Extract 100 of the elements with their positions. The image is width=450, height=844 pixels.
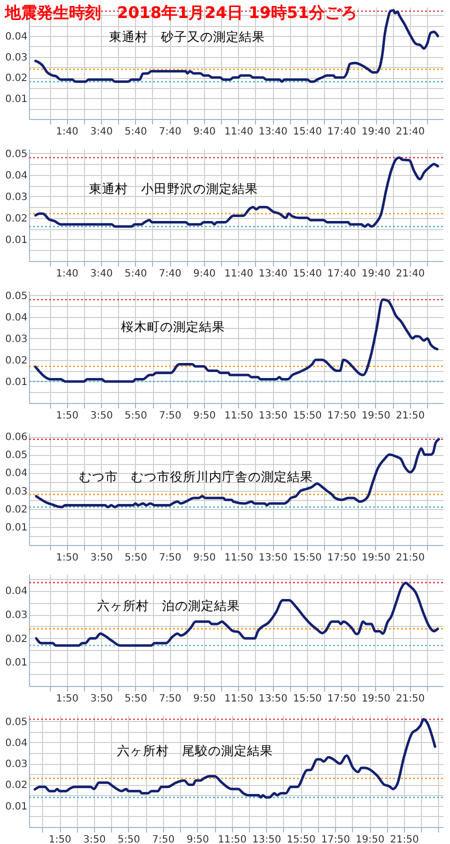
y-tick-label: 0.01	[5, 522, 28, 534]
x-tick-label: 3:50	[90, 694, 113, 704]
annotation: むつ市 むつ市役所川内庁舎の測定結果	[79, 469, 313, 484]
x-tick-label: 11:40	[224, 126, 254, 138]
x-tick-label: 19:50	[362, 410, 390, 422]
x-tick-label: 15:50	[292, 694, 322, 704]
x-tick-label: 3:40	[90, 126, 113, 138]
x-tick-label: 11:50	[218, 834, 247, 844]
y-tick-label: 0.02	[5, 355, 28, 366]
x-tick-label: 21:40	[396, 268, 425, 280]
x-tick-label: 5:50	[124, 552, 148, 564]
x-tick-label: 13:50	[258, 410, 288, 422]
x-tick-label: 17:40	[327, 126, 356, 138]
y-tick-label: 0.03	[5, 52, 28, 64]
x-tick-label: 13:40	[258, 268, 288, 280]
x-tick-label: 9:50	[186, 834, 210, 844]
annotation: 六ヶ所村 泊の測定結果	[97, 598, 240, 613]
y-tick-label: 0.04	[5, 468, 28, 480]
x-tick-label: 17:50	[321, 834, 350, 844]
x-tick-label: 5:50	[118, 834, 140, 844]
line-series	[34, 582, 439, 647]
y-tick-label: 0.04	[5, 738, 28, 749]
y-tick-label: 0.05	[5, 716, 28, 728]
y-tick-label: 0.05	[5, 450, 28, 462]
x-tick-label: 13:40	[258, 126, 288, 138]
x-tick-label: 11:50	[224, 552, 254, 564]
line-series	[34, 156, 440, 228]
x-tick-label: 21:50	[390, 834, 419, 844]
x-tick-label: 9:50	[193, 552, 216, 564]
x-tick-label: 17:50	[327, 410, 356, 422]
x-tick-label: 19:50	[356, 834, 384, 844]
y-tick-label: 0.02	[5, 213, 28, 224]
x-tick-label: 11:50	[224, 410, 254, 422]
x-tick-label: 13:50	[252, 834, 282, 844]
y-tick-label: 0.02	[5, 634, 28, 645]
x-tick-label: 11:50	[224, 694, 254, 704]
x-tick-label: 3:50	[90, 552, 113, 564]
x-tick-label: 9:40	[193, 268, 216, 280]
x-tick-label: 15:50	[292, 552, 322, 564]
x-tick-label: 1:40	[56, 268, 78, 280]
x-tick-label: 1:50	[48, 834, 72, 844]
x-tick-label: 19:50	[362, 552, 390, 564]
y-tick-label: 0.05	[5, 148, 28, 160]
y-tick-label: 0.05	[5, 290, 28, 302]
x-tick-label: 1:50	[56, 410, 79, 422]
x-tick-label: 5:50	[124, 410, 148, 422]
annotation: 桜木町の測定結果	[121, 319, 225, 334]
x-tick-label: 7:40	[158, 126, 182, 138]
x-tick-label: 3:50	[83, 834, 106, 844]
y-tick-label: 0.03	[5, 610, 28, 622]
y-tick-label: 0.03	[5, 334, 28, 345]
x-tick-label: 9:50	[193, 694, 216, 704]
x-tick-label: 11:40	[224, 268, 254, 280]
x-tick-label: 9:40	[193, 126, 216, 138]
y-tick-label: 0.01	[5, 658, 28, 669]
x-tick-label: 7:50	[158, 694, 182, 704]
x-tick-label: 15:40	[292, 268, 322, 280]
y-tick-label: 0.03	[5, 192, 28, 203]
x-tick-label: 1:50	[56, 552, 79, 564]
x-tick-label: 15:40	[292, 126, 322, 138]
y-tick-label: 0.03	[5, 486, 28, 498]
y-tick-label: 0.02	[5, 73, 28, 84]
chart-title: 地震発生時刻 2018年1月24日 19時51分ごろ	[4, 3, 358, 22]
x-tick-label: 15:50	[292, 410, 322, 422]
x-tick-label: 15:50	[286, 834, 316, 844]
x-tick-label: 7:50	[158, 410, 182, 422]
x-tick-label: 19:40	[362, 126, 390, 138]
x-tick-label: 17:40	[327, 268, 356, 280]
x-tick-label: 3:40	[90, 268, 113, 280]
line-series	[34, 438, 440, 508]
y-tick-label: 0.06	[5, 432, 28, 444]
x-tick-label: 21:50	[396, 552, 425, 564]
x-tick-label: 21:40	[396, 126, 425, 138]
x-tick-label: 3:50	[90, 410, 113, 422]
x-tick-label: 1:40	[56, 126, 78, 138]
y-tick-label: 0.02	[5, 780, 28, 792]
y-tick-label: 0.01	[5, 376, 28, 388]
y-tick-label: 0.04	[5, 170, 28, 182]
x-tick-label: 21:50	[396, 694, 425, 704]
y-tick-label: 0.04	[5, 312, 28, 324]
x-tick-label: 9:50	[193, 410, 216, 422]
x-tick-label: 13:50	[258, 552, 288, 564]
x-tick-label: 5:50	[124, 694, 148, 704]
y-tick-label: 0.01	[5, 234, 28, 246]
line-series	[34, 298, 438, 383]
x-tick-label: 7:50	[152, 834, 175, 844]
x-tick-label: 19:50	[362, 694, 390, 704]
y-tick-label: 0.03	[5, 759, 28, 770]
annotation: 六ヶ所村 尾駮の測定結果	[117, 743, 273, 758]
x-tick-label: 13:50	[258, 694, 288, 704]
y-tick-label: 0.01	[5, 801, 28, 812]
x-tick-label: 21:50	[396, 410, 425, 422]
x-tick-label: 5:40	[124, 268, 148, 280]
y-tick-label: 0.01	[5, 94, 28, 105]
x-tick-label: 5:40	[124, 126, 148, 138]
x-tick-label: 1:50	[56, 694, 79, 704]
y-tick-label: 0.04	[5, 32, 28, 43]
x-tick-label: 7:50	[158, 552, 182, 564]
y-tick-label: 0.02	[5, 504, 28, 516]
annotation: 東通村 砂子又の測定結果	[109, 29, 265, 44]
